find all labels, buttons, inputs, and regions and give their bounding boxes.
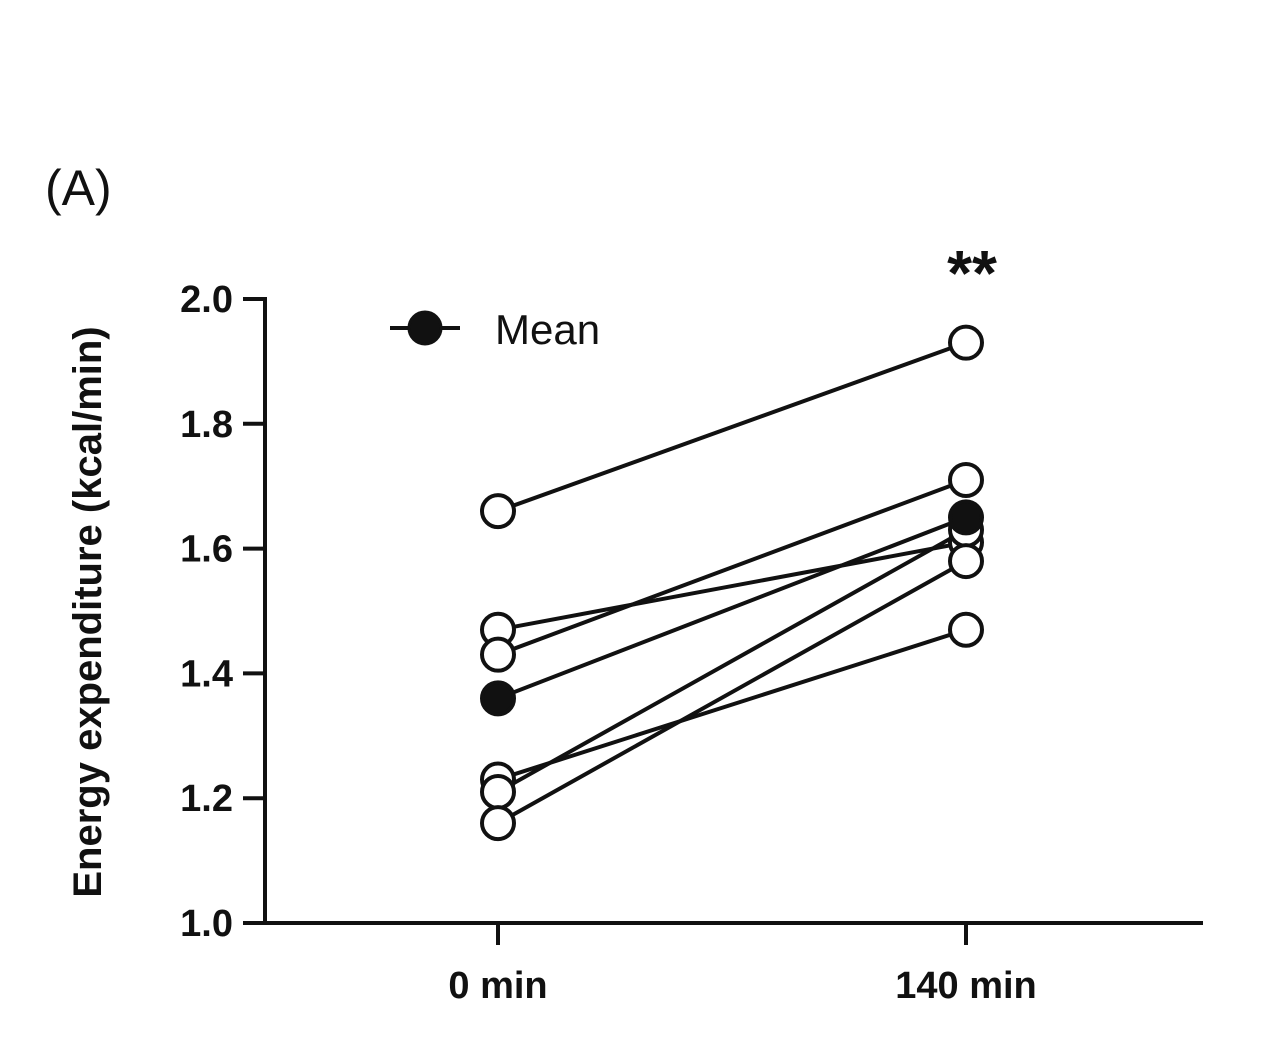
significance-label: ** — [947, 237, 997, 309]
subject-1-point-0 — [480, 493, 516, 530]
panel-label: (A) — [45, 160, 112, 216]
subject-1-point-1 — [948, 324, 984, 361]
subject-line-6 — [497, 559, 967, 825]
series-lines — [497, 340, 967, 825]
x-ticks: 0 min 140 min — [448, 923, 1037, 1007]
y-tick-label: 1.6 — [180, 529, 233, 571]
y-axis-title-group: Energy expenditure (kcal/min) — [66, 326, 110, 897]
subject-line-2 — [497, 540, 967, 632]
y-ticks: 1.0 1.2 1.4 1.6 1.8 2.0 — [180, 279, 265, 945]
x-tick-label: 0 min — [448, 965, 547, 1007]
subject-4-point-1 — [948, 611, 984, 648]
y-tick-label: 2.0 — [180, 279, 233, 321]
legend-label: Mean — [495, 306, 600, 353]
legend-marker-mean — [407, 310, 443, 346]
legend: Mean — [390, 306, 600, 353]
subject-line-4 — [497, 627, 967, 782]
subject-line-3 — [497, 478, 967, 657]
y-tick-label: 1.4 — [180, 653, 233, 695]
y-axis-title: Energy expenditure (kcal/min) — [66, 326, 110, 897]
subject-3-point-0 — [480, 636, 516, 673]
y-tick-label: 1.8 — [180, 404, 233, 446]
subject-line-1 — [497, 340, 967, 514]
subject-3-point-1 — [948, 461, 984, 498]
mean-point-1 — [948, 499, 984, 536]
subject-6-point-1 — [948, 543, 984, 580]
subject-5-point-0 — [480, 773, 516, 810]
x-tick-label: 140 min — [895, 965, 1037, 1007]
y-tick-label: 1.2 — [180, 778, 233, 820]
subject-line-5 — [497, 528, 967, 794]
mean-line — [497, 515, 967, 701]
y-tick-label: 1.0 — [180, 903, 233, 945]
subject-6-point-0 — [480, 805, 516, 842]
series-markers — [480, 324, 984, 842]
mean-point-0 — [480, 680, 516, 717]
